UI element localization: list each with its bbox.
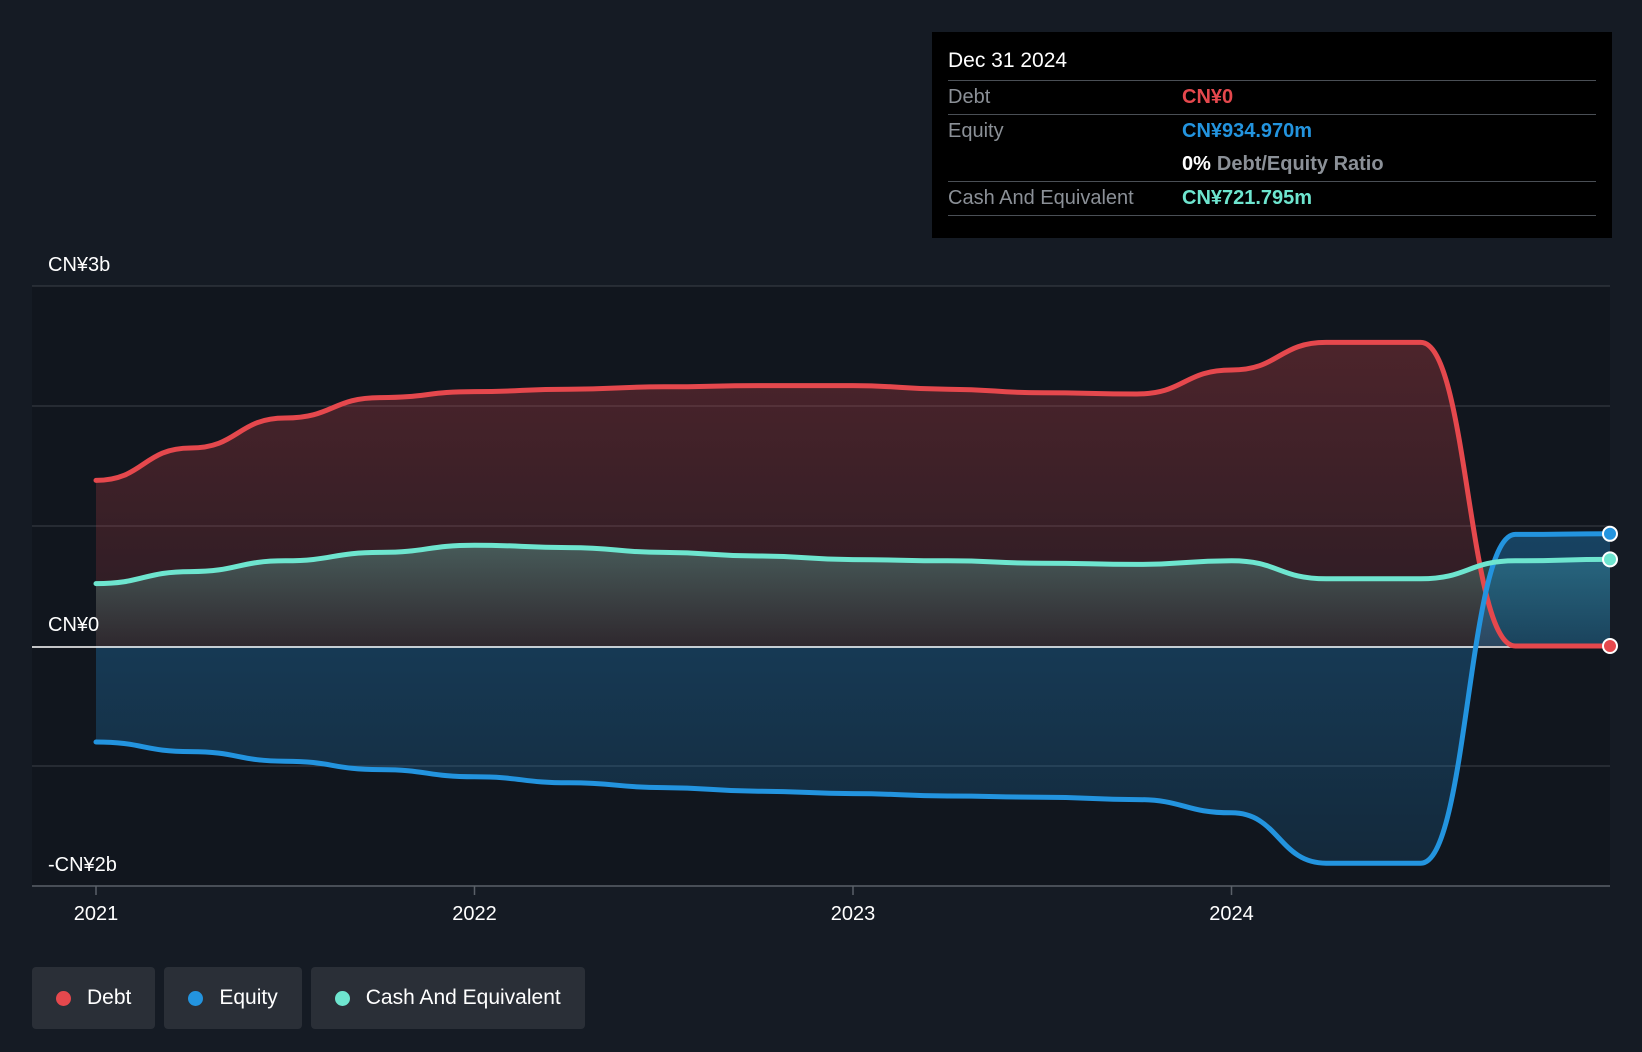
line-debt [93,339,1613,649]
legend-dot-cash [334,990,350,1006]
legend-label-cash: Cash And Equivalent [365,986,561,1009]
legend-dot-debt [56,990,71,1006]
line-cash [93,542,1613,587]
tooltip-ratio-spacer [948,148,1182,181]
line-equity [93,531,1613,866]
tooltip-row-debt: Debt CN¥0 [948,81,1596,115]
y-tick-label: CN¥0 [48,614,99,636]
legend-item-debt[interactable]: Debt [32,967,156,1029]
legend-dot-equity [188,990,204,1006]
tooltip-ratio-label: Debt/Equity Ratio [1216,153,1384,175]
series-lines [93,339,1618,866]
legend-label-debt: Debt [87,986,132,1009]
legend-label-equity: Equity [219,986,278,1009]
area-equity [96,533,1610,864]
tooltip: Dec 31 2024 Debt CN¥0 Equity CN¥934.970m… [932,32,1612,238]
tooltip-cash-value: CN¥721.795m [1182,187,1313,209]
y-axis-labels: CN¥3b CN¥0 -CN¥2b [48,254,117,876]
x-tick-label: 2021 [74,903,119,925]
tooltip-equity-label: Equity [948,120,1004,142]
legend: Debt Equity Cash And Equivalent [32,967,585,1029]
legend-item-cash[interactable]: Cash And Equivalent [310,967,585,1029]
tooltip-ratio: 0% Debt/Equity Ratio [1182,148,1384,181]
series-areas [96,342,1610,864]
y-tick-label: -CN¥2b [48,854,117,876]
legend-item-equity[interactable]: Equity [164,967,302,1029]
x-tick-label: 2022 [452,903,497,925]
tooltip-row-cash: Cash And Equivalent CN¥721.795m [948,182,1596,216]
tooltip-date: Dec 31 2024 [948,46,1596,81]
area-cash [96,545,1610,646]
x-axis: 2021 2022 2023 2024 [74,886,1254,925]
tooltip-debt-value: CN¥0 [1182,86,1234,108]
y-tick-label: CN¥3b [48,254,110,276]
marker-equity[interactable] [1602,525,1618,542]
tooltip-debt-label: Debt [948,86,991,108]
marker-cash[interactable] [1602,551,1618,568]
x-tick-label: 2024 [1209,903,1254,925]
tooltip-row-equity: Equity CN¥934.970m [948,115,1596,148]
tooltip-equity-value: CN¥934.970m [1182,120,1313,142]
tooltip-row-ratio: 0% Debt/Equity Ratio [948,148,1596,182]
tooltip-cash-label: Cash And Equivalent [948,187,1134,209]
x-tick-label: 2023 [831,903,876,925]
tooltip-ratio-value: 0% [1182,153,1211,175]
marker-debt[interactable] [1602,638,1618,654]
